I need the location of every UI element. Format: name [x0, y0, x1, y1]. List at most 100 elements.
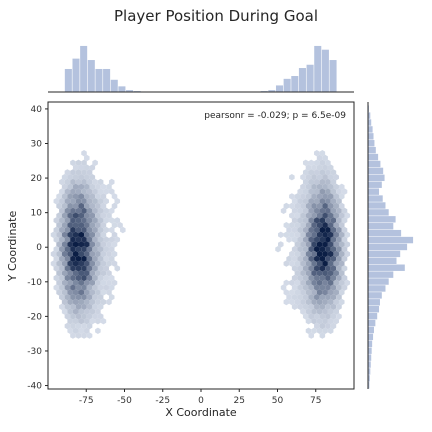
- hexbin-cell: [286, 294, 292, 301]
- hexbin-cell: [325, 294, 331, 301]
- hexbin-cell: [97, 188, 104, 195]
- hexbin-cell: [70, 169, 76, 176]
- hexbin-cell: [302, 226, 309, 234]
- hexbin-cell: [78, 164, 85, 171]
- hexbin-cell: [297, 198, 303, 205]
- hexbin-cell: [81, 313, 87, 320]
- hexbin-cell: [81, 265, 87, 272]
- hexbin-cell: [92, 274, 98, 282]
- hexbin-cell: [86, 246, 93, 253]
- y-tick-label: 40: [31, 105, 43, 115]
- hexbin-cell: [70, 236, 76, 243]
- hexbin-cell: [327, 164, 334, 171]
- hexbin-cell: [70, 159, 76, 166]
- hexbin-cell: [95, 289, 101, 296]
- hexbin-cell: [330, 169, 337, 176]
- hexbin-cell: [114, 217, 121, 224]
- hexbin-cell: [327, 174, 334, 181]
- hexbin-cell: [81, 188, 87, 195]
- marginal-x-bar: [103, 68, 111, 92]
- y-tick-label: 20: [31, 174, 43, 184]
- hexbin-cell: [117, 222, 123, 229]
- hexbin-cell: [59, 188, 65, 195]
- hexbin-cell: [103, 265, 109, 272]
- hexbin-cell: [86, 236, 93, 243]
- hexbin-cell: [333, 183, 339, 190]
- hexbin-cell: [95, 279, 101, 286]
- hexbin-cell: [56, 260, 62, 267]
- hexbin-cell: [72, 222, 79, 229]
- hexbin-cell: [330, 246, 337, 253]
- hexbin-cell: [108, 294, 115, 301]
- hexbin-cell: [53, 246, 60, 253]
- hexbin-cell: [70, 322, 76, 330]
- marginal-x-bar: [314, 45, 322, 92]
- hexbin-cell: [308, 169, 315, 176]
- hexbin-cell: [59, 226, 65, 234]
- hexbin-cell: [327, 270, 334, 277]
- hexbin-cell: [297, 246, 303, 253]
- hexbin-cell: [53, 255, 60, 262]
- hexbin-cell: [78, 202, 85, 210]
- hexbin-cell: [59, 198, 65, 205]
- hexbin-cell: [89, 318, 96, 325]
- hexbin-cell: [325, 159, 331, 166]
- hexbin-cell: [72, 202, 79, 210]
- hexbin-cell: [344, 241, 351, 248]
- hexbin-cell: [294, 212, 301, 219]
- hexbin-cell: [64, 226, 71, 234]
- hexbin-cell: [308, 198, 315, 205]
- hexbin-cell: [84, 212, 90, 219]
- hexbin-cell: [338, 222, 345, 229]
- hexbin-cell: [106, 241, 112, 248]
- hexbin-cell: [322, 154, 328, 162]
- hexbin-cell: [75, 265, 82, 272]
- hexbin-cell: [314, 188, 320, 195]
- hexbin-cell: [70, 303, 76, 310]
- hexbin-cell: [86, 207, 93, 214]
- hexbin-cell: [341, 274, 348, 282]
- marginal-y-bar: [368, 285, 386, 292]
- marginal-y-bar: [368, 333, 374, 341]
- hexbin-cell: [294, 193, 301, 200]
- hexbin-cell: [64, 265, 71, 272]
- hexbin-cell: [67, 231, 73, 238]
- hexbin-density: [50, 150, 351, 339]
- hexbin-cell: [297, 265, 303, 272]
- hexbin-cell: [291, 265, 298, 272]
- marginal-x-bar: [118, 86, 126, 92]
- hexbin-cell: [311, 202, 317, 210]
- hexbin-cell: [322, 308, 328, 315]
- hexbin-cell: [100, 270, 107, 277]
- hexbin-cell: [341, 236, 348, 243]
- hexbin-cell: [70, 332, 76, 339]
- hexbin-cell: [316, 260, 323, 267]
- hexbin-cell: [341, 217, 348, 224]
- hexbin-cell: [305, 298, 312, 306]
- hexbin-cell: [308, 313, 315, 320]
- hexbin-cell: [86, 217, 93, 224]
- hexbin-cell: [108, 246, 115, 253]
- hexbin-cell: [53, 226, 60, 234]
- hexbin-cell: [314, 217, 320, 224]
- hexbin-cell: [75, 313, 82, 320]
- hexbin-cell: [330, 178, 337, 186]
- hexbin-cell: [67, 241, 73, 248]
- hexbin-cell: [95, 183, 101, 190]
- hexbin-cell: [316, 154, 323, 162]
- hexbin-cell: [325, 255, 331, 262]
- hexbin-cell: [72, 174, 79, 181]
- hexbin-cell: [86, 169, 93, 176]
- hexbin-cell: [70, 274, 76, 282]
- hexbin-cell: [89, 260, 96, 267]
- hexbin-cell: [338, 298, 345, 306]
- hexbin-cell: [289, 193, 295, 200]
- hexbin-cell: [316, 241, 323, 248]
- hexbin-cell: [86, 178, 93, 186]
- hexbin-cell: [325, 322, 331, 330]
- hexbin-cell: [89, 193, 96, 200]
- hexbin-cell: [311, 222, 317, 229]
- hexbin-cell: [327, 212, 334, 219]
- marginal-x-bar: [298, 68, 306, 92]
- hexbin-cell: [111, 260, 118, 267]
